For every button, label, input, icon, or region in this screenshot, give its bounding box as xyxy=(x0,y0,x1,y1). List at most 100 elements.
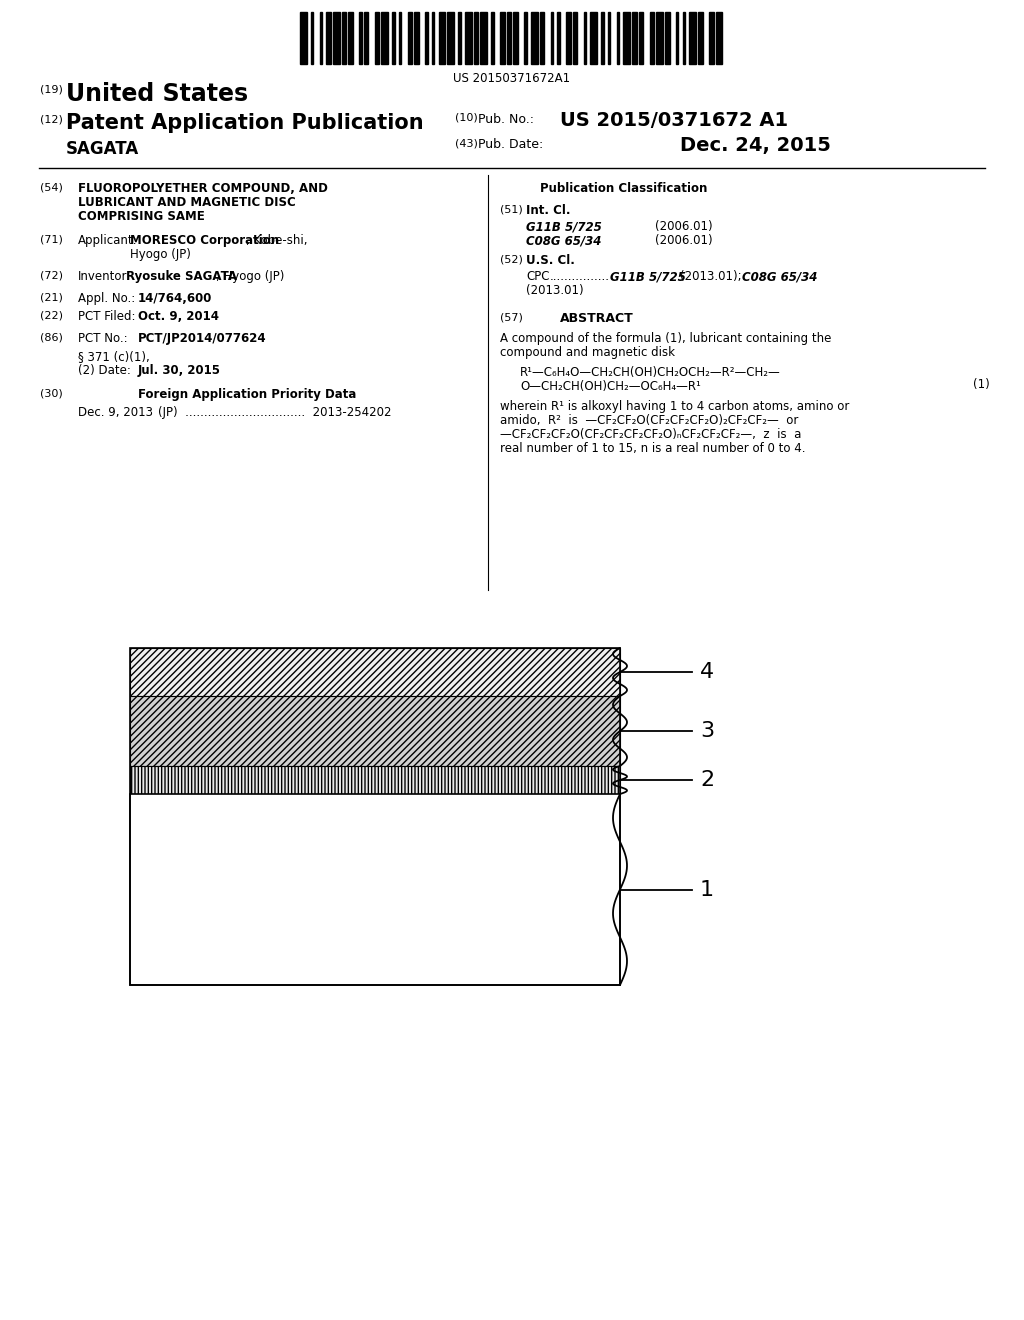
Bar xyxy=(566,12,570,63)
Bar xyxy=(415,12,419,63)
Text: R¹—C₆H₄O—CH₂CH(OH)CH₂OCH₂—R²—CH₂—: R¹—C₆H₄O—CH₂CH(OH)CH₂OCH₂—R²—CH₂— xyxy=(520,366,780,379)
Bar xyxy=(459,12,461,63)
Bar xyxy=(584,12,586,63)
Bar xyxy=(359,12,361,63)
Bar xyxy=(447,12,454,63)
Bar xyxy=(438,12,445,63)
Text: Pub. No.:: Pub. No.: xyxy=(478,114,534,125)
Bar xyxy=(557,12,559,63)
Text: LUBRICANT AND MAGNETIC DISC: LUBRICANT AND MAGNETIC DISC xyxy=(78,195,296,209)
Bar xyxy=(650,12,654,63)
Text: Publication Classification: Publication Classification xyxy=(540,182,708,195)
Text: (51): (51) xyxy=(500,205,522,214)
Text: (2013.01);: (2013.01); xyxy=(680,271,741,282)
Text: (72): (72) xyxy=(40,271,63,280)
Text: Dec. 9, 2013: Dec. 9, 2013 xyxy=(78,407,153,418)
Text: SAGATA: SAGATA xyxy=(66,140,139,158)
Text: ................: ................ xyxy=(550,271,610,282)
Text: G11B 5/725: G11B 5/725 xyxy=(526,220,602,234)
Text: (12): (12) xyxy=(40,115,62,125)
Bar xyxy=(465,12,472,63)
Bar xyxy=(639,12,643,63)
Bar xyxy=(513,12,518,63)
Text: (JP)  ................................  2013-254202: (JP) ................................ 20… xyxy=(158,407,391,418)
Text: —CF₂CF₂CF₂O(CF₂CF₂CF₂CF₂O)ₙCF₂CF₂CF₂—,  z  is  a: —CF₂CF₂CF₂O(CF₂CF₂CF₂CF₂O)ₙCF₂CF₂CF₂—, z… xyxy=(500,428,802,441)
Text: C08G 65/34: C08G 65/34 xyxy=(526,234,601,247)
Bar xyxy=(392,12,394,63)
Text: PCT/JP2014/077624: PCT/JP2014/077624 xyxy=(138,333,266,345)
Text: Jul. 30, 2015: Jul. 30, 2015 xyxy=(138,364,221,378)
Text: Foreign Application Priority Data: Foreign Application Priority Data xyxy=(138,388,356,401)
Text: (52): (52) xyxy=(500,253,523,264)
Text: Dec. 24, 2015: Dec. 24, 2015 xyxy=(680,136,830,154)
Bar xyxy=(130,696,620,766)
Text: (1): (1) xyxy=(973,378,990,391)
Text: G11B 5/725: G11B 5/725 xyxy=(610,271,686,282)
Bar xyxy=(432,12,434,63)
Bar xyxy=(716,12,722,63)
Text: wherein R¹ is alkoxyl having 1 to 4 carbon atoms, amino or: wherein R¹ is alkoxyl having 1 to 4 carb… xyxy=(500,400,849,413)
Text: (19): (19) xyxy=(40,84,62,95)
Bar xyxy=(572,12,578,63)
Bar xyxy=(507,12,511,63)
Text: (57): (57) xyxy=(500,312,523,322)
Text: U.S. Cl.: U.S. Cl. xyxy=(526,253,574,267)
Bar xyxy=(616,12,618,63)
Text: COMPRISING SAME: COMPRISING SAME xyxy=(78,210,205,223)
Text: (22): (22) xyxy=(40,310,63,319)
Text: 14/764,600: 14/764,600 xyxy=(138,292,212,305)
Text: real number of 1 to 15, n is a real number of 0 to 4.: real number of 1 to 15, n is a real numb… xyxy=(500,442,806,455)
Text: (43): (43) xyxy=(455,139,478,148)
Bar xyxy=(656,12,663,63)
Text: (54): (54) xyxy=(40,182,62,191)
Text: (2006.01): (2006.01) xyxy=(655,234,713,247)
Text: 3: 3 xyxy=(700,721,714,741)
Text: PCT No.:: PCT No.: xyxy=(78,333,128,345)
Bar xyxy=(676,12,679,63)
Bar xyxy=(364,12,369,63)
Text: Patent Application Publication: Patent Application Publication xyxy=(66,114,424,133)
Bar xyxy=(399,12,401,63)
Text: Appl. No.:: Appl. No.: xyxy=(78,292,135,305)
Text: (10): (10) xyxy=(455,114,478,123)
Bar xyxy=(698,12,702,63)
Bar xyxy=(601,12,603,63)
Bar xyxy=(524,12,526,63)
Bar xyxy=(608,12,610,63)
Bar xyxy=(492,12,494,63)
Bar xyxy=(474,12,478,63)
Text: § 371 (c)(1),: § 371 (c)(1), xyxy=(78,350,150,363)
Bar xyxy=(425,12,428,63)
Text: US 20150371672A1: US 20150371672A1 xyxy=(454,73,570,84)
Text: (86): (86) xyxy=(40,333,62,342)
Text: amido,  R²  is  —CF₂CF₂O(CF₂CF₂CF₂O)₂CF₂CF₂—  or: amido, R² is —CF₂CF₂O(CF₂CF₂CF₂O)₂CF₂CF₂… xyxy=(500,414,799,426)
Bar xyxy=(319,12,322,63)
Bar xyxy=(381,12,388,63)
Bar xyxy=(130,795,620,985)
Text: (2006.01): (2006.01) xyxy=(655,220,713,234)
Bar xyxy=(540,12,544,63)
Text: Pub. Date:: Pub. Date: xyxy=(478,139,544,150)
Bar xyxy=(480,12,487,63)
Text: O—CH₂CH(OH)CH₂—OC₆H₄—R¹: O—CH₂CH(OH)CH₂—OC₆H₄—R¹ xyxy=(520,380,700,393)
Bar xyxy=(327,12,331,63)
Text: , Kobe-shi,: , Kobe-shi, xyxy=(246,234,307,247)
Text: United States: United States xyxy=(66,82,248,106)
Bar xyxy=(300,12,306,63)
Text: 4: 4 xyxy=(700,663,714,682)
Bar xyxy=(591,12,597,63)
Bar xyxy=(683,12,685,63)
Text: (71): (71) xyxy=(40,234,62,244)
Text: , Hyogo (JP): , Hyogo (JP) xyxy=(216,271,285,282)
Bar xyxy=(531,12,538,63)
Text: ABSTRACT: ABSTRACT xyxy=(560,312,634,325)
Bar xyxy=(333,12,340,63)
Text: compound and magnetic disk: compound and magnetic disk xyxy=(500,346,675,359)
Bar xyxy=(551,12,553,63)
Text: CPC: CPC xyxy=(526,271,550,282)
Bar xyxy=(408,12,413,63)
Text: A compound of the formula (1), lubricant containing the: A compound of the formula (1), lubricant… xyxy=(500,333,831,345)
Text: Inventor:: Inventor: xyxy=(78,271,131,282)
Bar xyxy=(342,12,346,63)
Bar xyxy=(375,12,379,63)
